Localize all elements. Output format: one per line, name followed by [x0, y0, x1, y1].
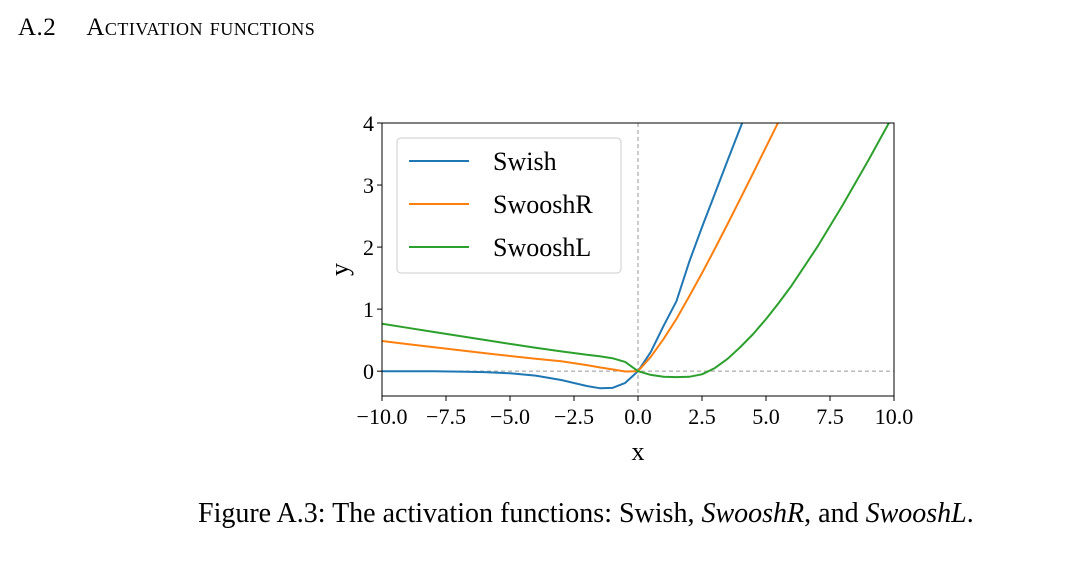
series-group [382, 123, 891, 390]
caption-label: Figure A.3: [198, 498, 326, 529]
series-line-swooshl [382, 123, 891, 379]
legend-box [396, 137, 622, 274]
x-tick-label: −7.5 [426, 404, 466, 429]
caption-swooshl: SwooshL [865, 498, 967, 529]
caption-mid: , and [804, 498, 859, 529]
legend-label-swooshr: SwooshR [493, 190, 593, 219]
legend-label-swish: Swish [493, 147, 557, 176]
section-heading: A.2 Activation functions [18, 14, 315, 42]
series-line-swooshr [382, 123, 780, 373]
x-tick-label: 5.0 [752, 404, 780, 429]
caption-text: The activation functions: Swish, [332, 498, 695, 529]
activation-functions-chart: −10.0 −7.5 −5.0 −2.5 0.0 2.5 5.0 7.5 10.0 0 1 2 3 4 x y… [325, 111, 914, 466]
x-tick-label: 2.5 [688, 404, 716, 429]
x-tick-label: −2.5 [554, 404, 594, 429]
y-tick-label: 2 [363, 235, 374, 260]
legend-label-swooshl: SwooshL [493, 233, 591, 262]
x-axis-label: x [632, 437, 645, 466]
activation-functions-figure: −10.0 −7.5 −5.0 −2.5 0.0 2.5 5.0 7.5 10.0 0 1 2 3 4 x y… [320, 110, 920, 475]
series-line-swish [382, 123, 744, 390]
y-tick-label: 4 [363, 111, 374, 136]
section-title: Activation functions [86, 14, 316, 41]
section-number: A.2 [18, 14, 57, 41]
caption-end: . [966, 498, 974, 529]
y-tick-label: 3 [363, 173, 374, 198]
y-tick-label: 1 [363, 297, 374, 322]
y-axis-label: y [325, 263, 354, 276]
y-tick-label: 0 [363, 359, 374, 384]
x-tick-label: 10.0 [875, 404, 914, 429]
figure-caption: Figure A.3: The activation functions: Sw… [198, 498, 974, 530]
x-tick-label: 7.5 [816, 404, 844, 429]
caption-swooshr: SwooshR [701, 498, 805, 529]
x-tick-label: 0.0 [624, 404, 652, 429]
x-tick-label: −10.0 [357, 404, 408, 429]
x-tick-label: −5.0 [490, 404, 530, 429]
legend: Swish SwooshR SwooshL [396, 137, 622, 274]
